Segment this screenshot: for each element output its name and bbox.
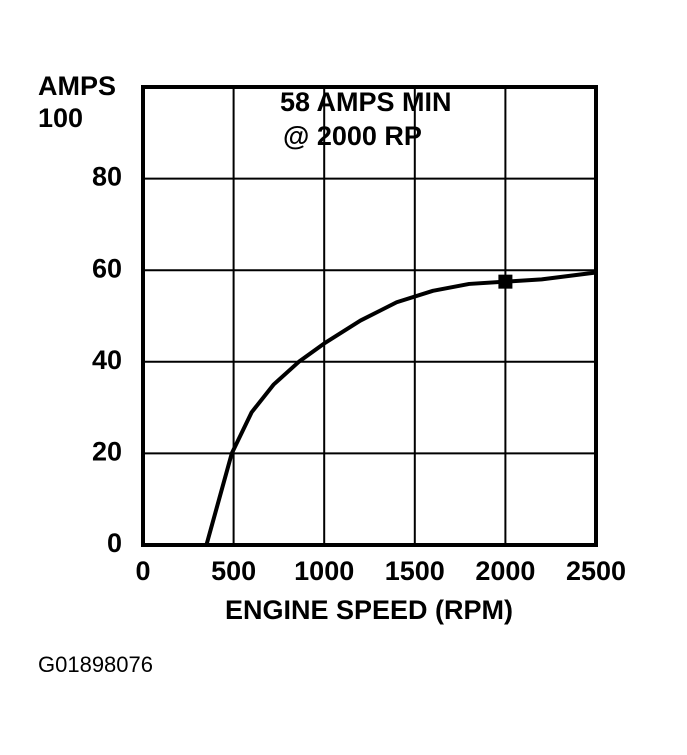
x-tick-label: 2000: [475, 556, 535, 586]
annotation: @ 2000 RP: [283, 121, 422, 151]
x-tick-label: 1000: [294, 556, 354, 586]
y-tick-label: 0: [107, 528, 122, 558]
x-axis-label: ENGINE SPEED (RPM): [225, 595, 513, 625]
highlight-marker: [498, 274, 513, 289]
y-tick-label: 60: [92, 253, 122, 283]
y-tick-label: 80: [92, 162, 122, 192]
annotation: 58 AMPS MIN: [280, 87, 452, 117]
x-tick-label: 2500: [566, 556, 626, 586]
y-axis-label: AMPS: [38, 71, 116, 101]
y-tick-label: 100: [38, 103, 83, 133]
y-tick-label: 20: [92, 437, 122, 467]
line: [204, 270, 597, 546]
y-tick-label: 40: [92, 345, 122, 375]
x-tick-label: 0: [135, 556, 150, 586]
figure-id: G01898076: [38, 652, 153, 677]
x-tick-label: 500: [211, 556, 256, 586]
plot-frame: [141, 85, 598, 547]
x-tick-label: 1500: [385, 556, 445, 586]
